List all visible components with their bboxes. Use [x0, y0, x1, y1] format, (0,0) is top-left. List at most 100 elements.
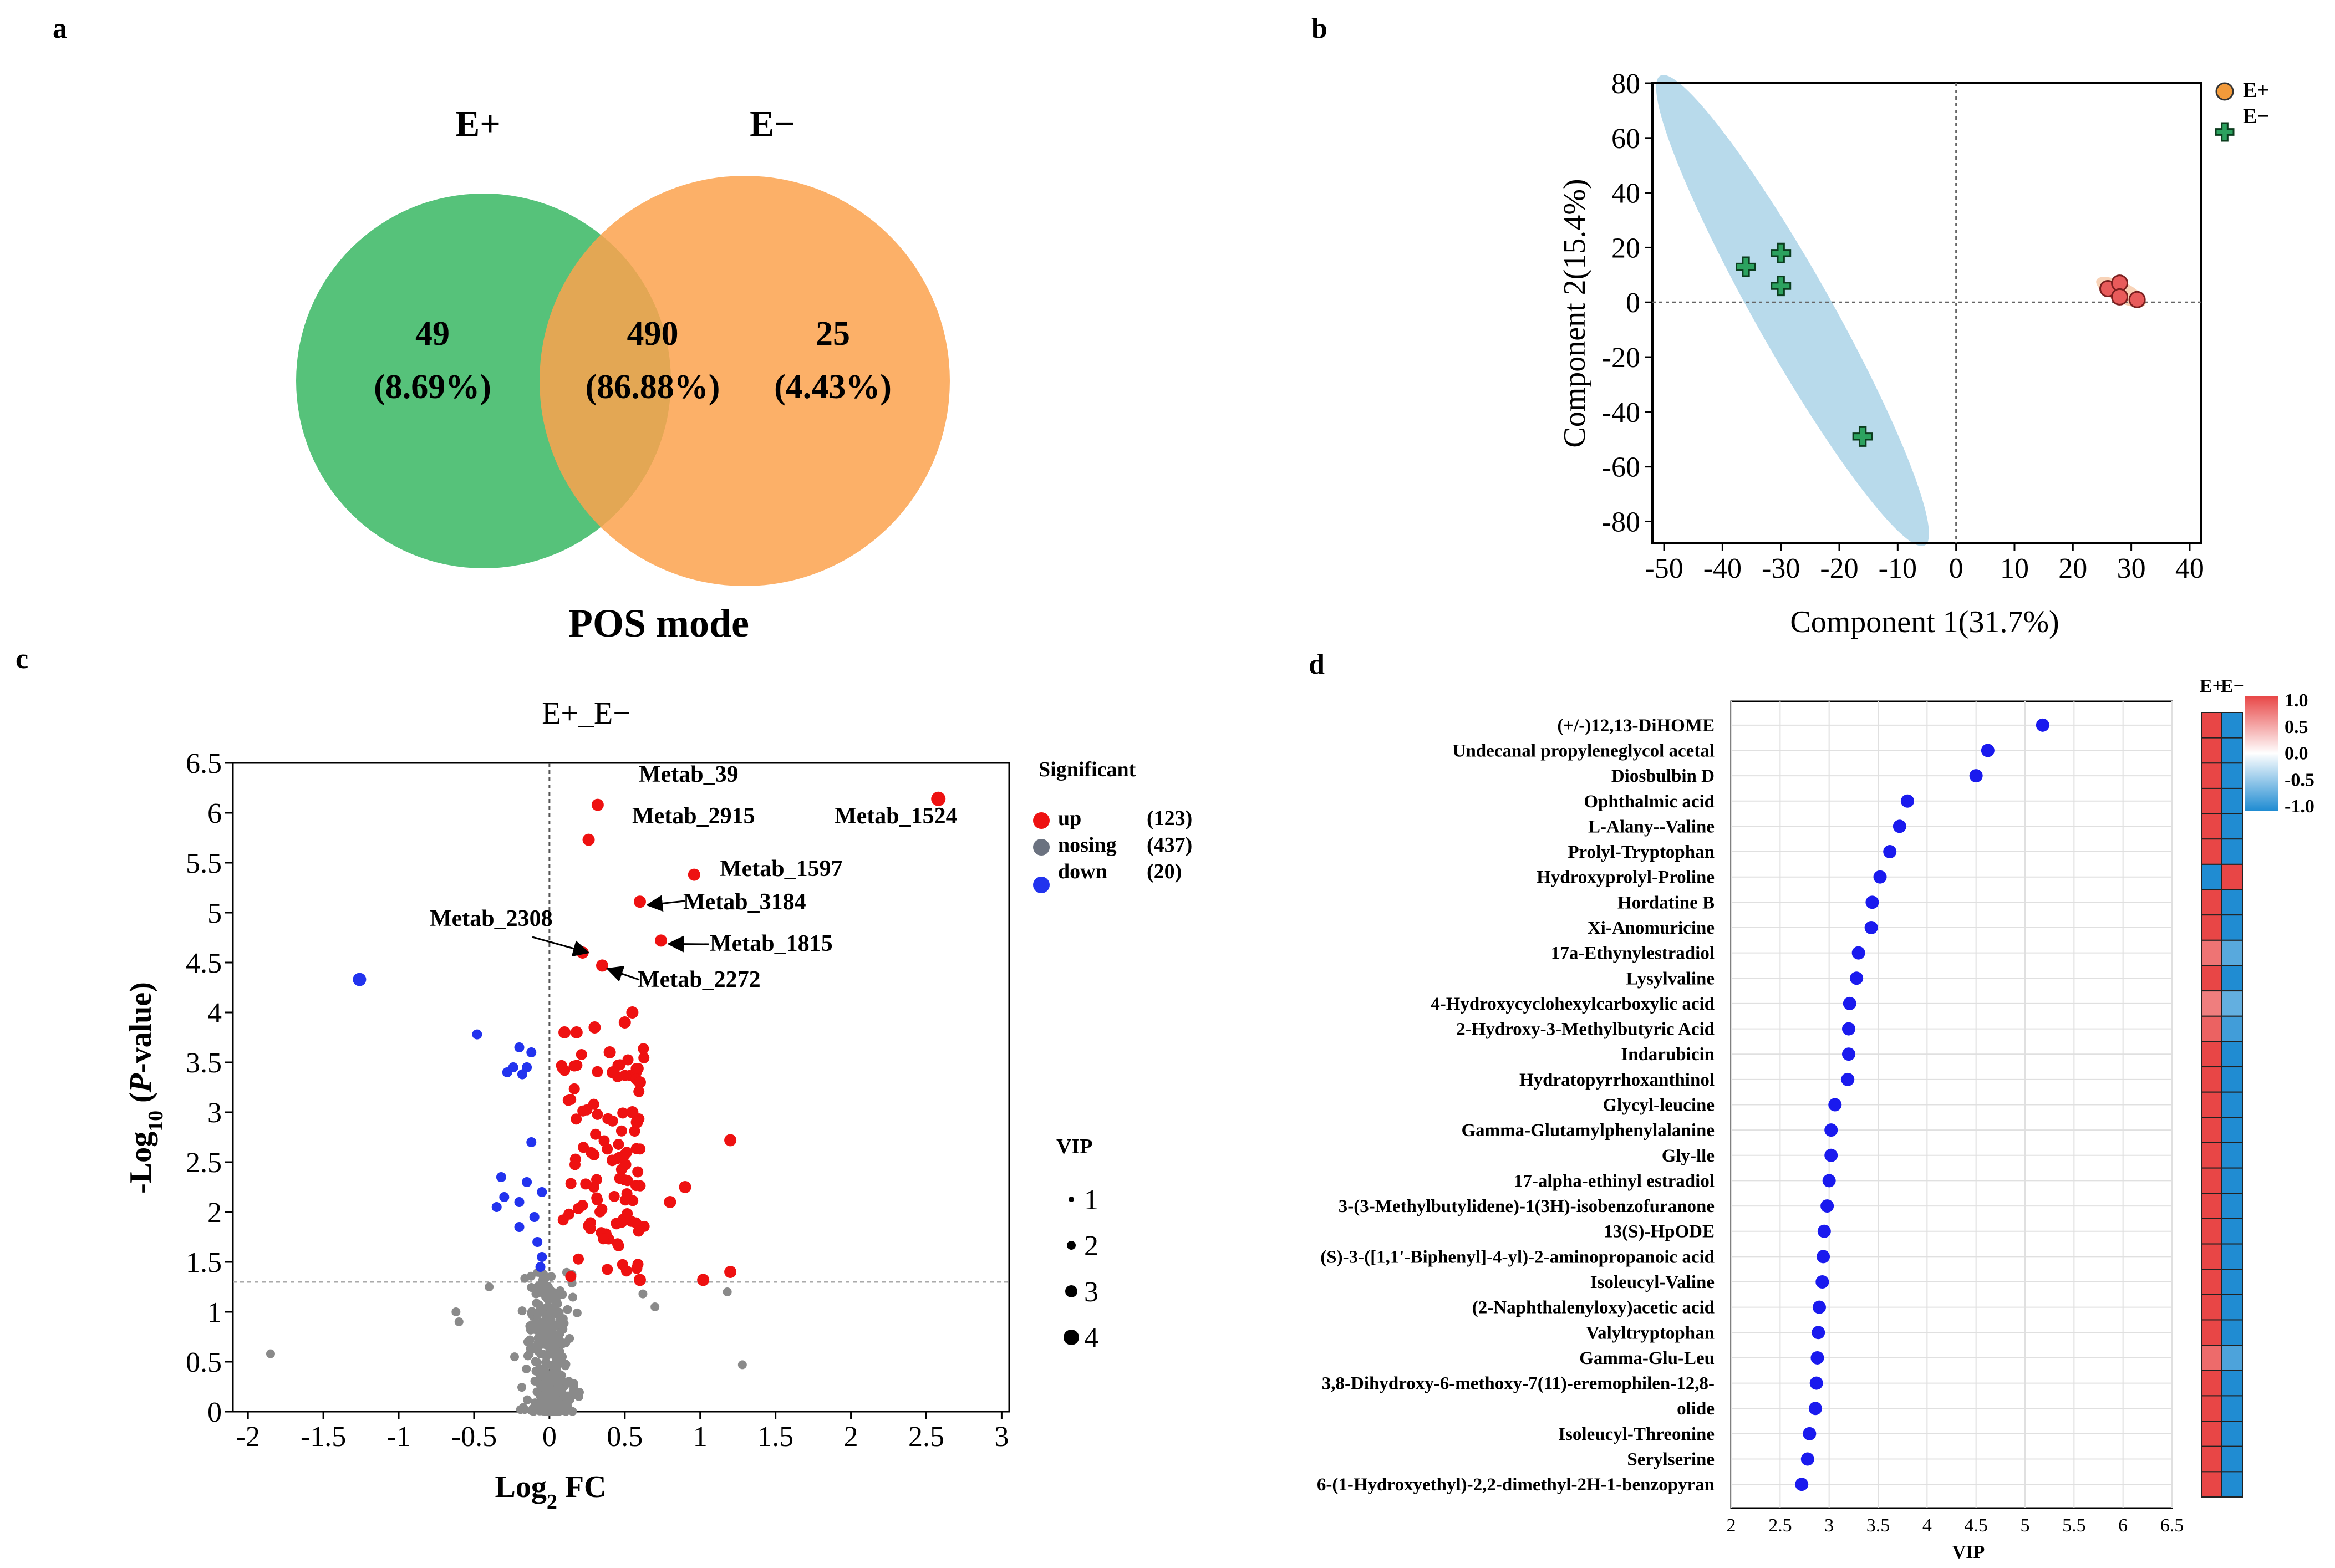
volcano-point-up: [724, 1134, 737, 1147]
volcano-point-nosing: [530, 1344, 540, 1353]
volcano-vip-size-label: 3: [1084, 1276, 1098, 1308]
heat-cell: [2221, 1445, 2243, 1473]
volcano-annotation-label: Metab_39: [639, 762, 739, 787]
heat-cell: [2221, 737, 2243, 764]
volcano-x-tick-label: -1: [386, 1421, 410, 1453]
volcano-x-tick-label: -0.5: [451, 1421, 497, 1453]
vip-x-tick-label: 6: [2118, 1515, 2128, 1536]
volcano-point-nosing: [552, 1356, 561, 1365]
volcano-point-up: [633, 1225, 644, 1237]
vip-x-tick-label: 6.5: [2160, 1515, 2184, 1536]
volcano-point-up: [626, 1006, 639, 1019]
vip-point: [1813, 1300, 1826, 1314]
volcano-point-down: [502, 1067, 512, 1077]
volcano-point-nosing: [520, 1274, 530, 1283]
vip-point: [1809, 1376, 1823, 1390]
pca-y-tick-label: -80: [1602, 506, 1640, 538]
volcano-point-up: [632, 1166, 644, 1178]
volcano-point-nosing: [510, 1352, 519, 1362]
volcano-point-up: [616, 1216, 628, 1228]
vip-point: [1795, 1478, 1809, 1491]
volcano-point-nosing: [574, 1388, 584, 1397]
volcano-point-nosing: [517, 1306, 527, 1316]
venn-circle-e-minus: [540, 176, 950, 586]
heat-cell: [2221, 990, 2243, 1017]
pca-y-tick-label: 80: [1611, 68, 1640, 100]
heat-cell: [2221, 1218, 2243, 1245]
volcano-point-nosing: [522, 1364, 531, 1373]
vip-metabolite-name: 6-(1-Hydroxyethyl)-2,2-dimethyl-2H-1-ben…: [1317, 1475, 1715, 1495]
volcano-point-up: [596, 959, 609, 972]
volcano-point-up: [592, 1108, 603, 1120]
volcano-vip-size-marker: [1067, 1241, 1076, 1250]
volcano-point-up: [630, 1180, 642, 1192]
volcano-y-tick-label: 5: [207, 898, 222, 929]
vip-x-tick-label: 5.5: [2062, 1515, 2086, 1536]
vip-point: [1893, 819, 1906, 833]
volcano-point-nosing: [539, 1406, 548, 1416]
volcano-point-nosing: [558, 1406, 567, 1415]
volcano-point-down: [529, 1212, 540, 1222]
volcano-point-up: [626, 1106, 639, 1118]
vip-point: [1824, 1148, 1838, 1162]
volcano-x-tick-label: -1.5: [301, 1421, 346, 1453]
volcano-point-up: [588, 1021, 601, 1034]
volcano-point-down: [514, 1197, 525, 1207]
venn-only-b-count: 25: [816, 315, 850, 353]
volcano-x-tick-label: 2.5: [908, 1421, 944, 1453]
colorbar-tick-label: 0.0: [2285, 744, 2308, 764]
volcano-point-up: [622, 1054, 634, 1066]
heat-cell: [2201, 1193, 2222, 1219]
vip-point: [1808, 1402, 1822, 1416]
venn-set-label-e-plus: E+: [455, 104, 501, 144]
volcano-point-nosing: [535, 1335, 545, 1344]
heat-cell: [2221, 712, 2243, 739]
heat-cell: [2201, 1218, 2222, 1245]
volcano-point-nosing: [527, 1307, 537, 1316]
heat-cell: [2221, 939, 2243, 966]
heat-cell: [2201, 914, 2222, 941]
volcano-point-up: [633, 895, 646, 908]
volcano-point-nosing: [520, 1405, 530, 1414]
vip-metabolite-name: (+/-)12,13-DiHOME: [1557, 716, 1715, 736]
volcano-legend-count: (123): [1147, 807, 1192, 830]
vip-metabolite-name: olide: [1677, 1399, 1715, 1419]
volcano-point-up: [565, 1094, 577, 1106]
volcano-point-up: [931, 791, 946, 806]
heat-cell: [2221, 1117, 2243, 1143]
pca-point-e-minus: [1852, 426, 1873, 447]
pca-point-e-minus: [1771, 276, 1792, 297]
volcano-point-up: [557, 1214, 569, 1226]
heat-cell: [2201, 1421, 2222, 1447]
vip-point: [1981, 744, 1995, 757]
vip-metabolite-name: Undecanal propyleneglycol acetal: [1453, 741, 1715, 761]
volcano-point-down: [491, 1202, 502, 1212]
venn-only-a-pct: (8.69%): [374, 368, 491, 406]
volcano-point-nosing: [531, 1289, 541, 1299]
pca-point-e-plus: [2128, 291, 2146, 308]
volcano-annotation-label: Metab_2915: [632, 803, 755, 829]
vip-metabolite-name: 3-(3-Methylbutylidene)-1(3H)-isobenzofur…: [1339, 1197, 1715, 1216]
volcano-point-down: [514, 1222, 525, 1232]
volcano-annotation-label: Metab_2272: [638, 967, 761, 992]
volcano-point-up: [618, 1016, 631, 1029]
volcano-point-up: [578, 1142, 589, 1153]
heat-cell: [2221, 1066, 2243, 1093]
heat-cell: [2201, 1041, 2222, 1068]
volcano-point-nosing: [532, 1299, 541, 1308]
heat-cell: [2221, 1421, 2243, 1447]
heat-cell: [2201, 762, 2222, 789]
vip-metabolite-name: L-Alany--Valine: [1588, 817, 1715, 837]
volcano-point-nosing: [558, 1322, 567, 1331]
vip-x-tick-label: 2: [1727, 1515, 1736, 1536]
vip-metabolite-name: Ophthalmic acid: [1584, 792, 1715, 812]
heat-cell: [2201, 813, 2222, 840]
vip-plot: 2 2.5 3 3.5 4 4.5 5 5.5 6 6.5 (+/-)12,13-DiHOME Un…: [1317, 676, 2314, 1562]
heat-cell: [2201, 787, 2222, 814]
volcano-point-nosing: [525, 1335, 535, 1345]
volcano-point-down: [499, 1192, 510, 1202]
heat-cell: [2201, 965, 2222, 992]
colorbar-tick-label: 0.5: [2285, 717, 2308, 737]
heat-cell: [2201, 1243, 2222, 1270]
vip-metabolite-name: Hydratopyrrhoxanthinol: [1519, 1070, 1715, 1090]
